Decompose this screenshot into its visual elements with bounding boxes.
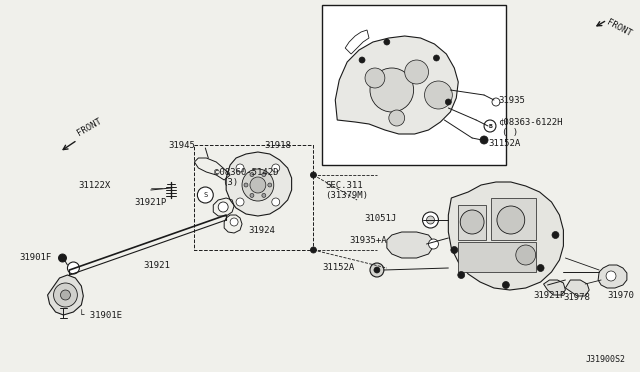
Circle shape bbox=[460, 210, 484, 234]
Circle shape bbox=[537, 264, 544, 272]
Text: 31921P: 31921P bbox=[534, 291, 566, 299]
Circle shape bbox=[502, 282, 509, 289]
Text: 31122X: 31122X bbox=[79, 180, 111, 189]
Circle shape bbox=[262, 193, 266, 198]
Circle shape bbox=[426, 216, 435, 224]
Circle shape bbox=[242, 169, 274, 201]
Circle shape bbox=[389, 110, 404, 126]
Text: J31900S2: J31900S2 bbox=[585, 356, 625, 365]
Circle shape bbox=[244, 183, 248, 187]
Circle shape bbox=[250, 177, 266, 193]
Polygon shape bbox=[47, 275, 83, 315]
Text: ( ): ( ) bbox=[502, 128, 518, 137]
Text: 31152A: 31152A bbox=[488, 138, 520, 148]
Circle shape bbox=[451, 247, 458, 253]
Polygon shape bbox=[449, 182, 563, 290]
Circle shape bbox=[433, 55, 440, 61]
Text: 31918: 31918 bbox=[264, 141, 291, 150]
Circle shape bbox=[497, 206, 525, 234]
Text: └ 31901E: └ 31901E bbox=[79, 311, 122, 320]
Circle shape bbox=[197, 187, 213, 203]
Text: 31970: 31970 bbox=[607, 292, 634, 301]
Circle shape bbox=[422, 212, 438, 228]
Circle shape bbox=[58, 254, 67, 262]
Circle shape bbox=[606, 271, 616, 281]
Text: 31924: 31924 bbox=[248, 225, 275, 234]
Text: 31935: 31935 bbox=[498, 96, 525, 105]
Circle shape bbox=[492, 98, 500, 106]
Text: (31379M): (31379M) bbox=[325, 190, 369, 199]
Circle shape bbox=[262, 173, 266, 177]
Bar bbox=[323, 5, 506, 165]
Circle shape bbox=[374, 267, 380, 273]
Text: SEC.311: SEC.311 bbox=[325, 180, 363, 189]
Circle shape bbox=[54, 283, 77, 307]
Text: 31945: 31945 bbox=[168, 141, 195, 150]
Circle shape bbox=[458, 272, 465, 279]
Circle shape bbox=[480, 136, 488, 144]
Circle shape bbox=[552, 231, 559, 238]
Polygon shape bbox=[598, 265, 627, 288]
Circle shape bbox=[272, 164, 280, 172]
Circle shape bbox=[310, 247, 316, 253]
Circle shape bbox=[268, 183, 272, 187]
Circle shape bbox=[516, 245, 536, 265]
Circle shape bbox=[424, 81, 452, 109]
Polygon shape bbox=[491, 198, 536, 240]
Circle shape bbox=[61, 290, 70, 300]
Polygon shape bbox=[458, 242, 536, 272]
Text: 31921P: 31921P bbox=[134, 198, 166, 206]
Polygon shape bbox=[565, 280, 589, 296]
Circle shape bbox=[384, 39, 390, 45]
Text: S: S bbox=[204, 192, 207, 198]
Circle shape bbox=[236, 164, 244, 172]
Text: ¢08363-6122H: ¢08363-6122H bbox=[498, 118, 563, 126]
Bar bbox=[195, 145, 314, 250]
Polygon shape bbox=[543, 280, 565, 295]
Polygon shape bbox=[458, 205, 486, 240]
Text: FRONT: FRONT bbox=[76, 117, 104, 138]
Text: 31978: 31978 bbox=[563, 294, 590, 302]
Polygon shape bbox=[335, 36, 458, 134]
Text: B: B bbox=[488, 124, 492, 128]
Polygon shape bbox=[226, 152, 292, 216]
Circle shape bbox=[250, 193, 254, 198]
Circle shape bbox=[365, 68, 385, 88]
Circle shape bbox=[230, 218, 238, 226]
Text: 31051J: 31051J bbox=[365, 214, 397, 222]
Circle shape bbox=[272, 198, 280, 206]
Circle shape bbox=[370, 68, 413, 112]
Text: FRONT: FRONT bbox=[605, 18, 633, 39]
Circle shape bbox=[218, 202, 228, 212]
Text: 31901F: 31901F bbox=[20, 253, 52, 263]
Circle shape bbox=[236, 198, 244, 206]
Circle shape bbox=[404, 60, 429, 84]
Text: 31152A: 31152A bbox=[323, 263, 355, 273]
Text: 31935+A: 31935+A bbox=[349, 235, 387, 244]
Circle shape bbox=[250, 173, 254, 177]
Circle shape bbox=[359, 57, 365, 63]
Circle shape bbox=[445, 99, 451, 105]
Polygon shape bbox=[387, 232, 433, 258]
Circle shape bbox=[67, 262, 79, 274]
Text: (3): (3) bbox=[222, 177, 238, 186]
Circle shape bbox=[370, 263, 384, 277]
Circle shape bbox=[310, 172, 316, 178]
Text: 31921: 31921 bbox=[144, 260, 171, 269]
Circle shape bbox=[484, 120, 496, 132]
Text: ©08360-5142D: ©08360-5142D bbox=[214, 167, 279, 176]
Circle shape bbox=[429, 239, 438, 249]
